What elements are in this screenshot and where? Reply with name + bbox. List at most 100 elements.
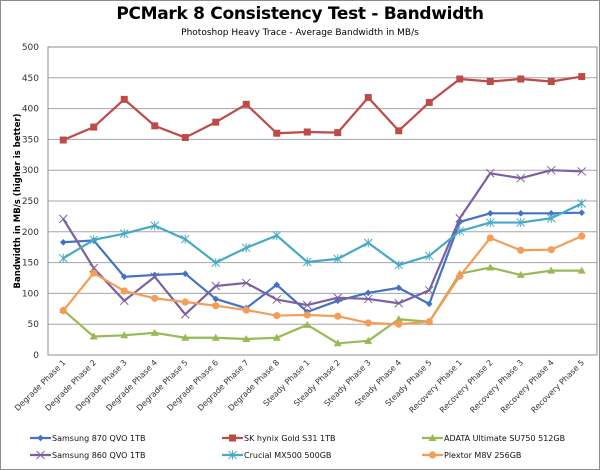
legend-item[interactable]: Samsung 860 QVO 1TB <box>30 450 145 460</box>
data-point <box>302 257 312 267</box>
data-point <box>150 221 160 231</box>
data-point <box>242 100 250 108</box>
y-tick-label: 400 <box>22 105 39 115</box>
data-point <box>120 287 128 295</box>
x-tick-label: Degrade Phase 5 <box>135 358 190 413</box>
y-tick-label: 250 <box>22 197 39 207</box>
data-point <box>333 293 343 303</box>
data-point <box>241 243 251 253</box>
data-point <box>577 167 587 176</box>
data-point <box>363 294 373 304</box>
y-axis-label: Bandwidth in MB/s (higher is better) <box>13 113 23 288</box>
legend-item[interactable]: SK hynix Gold S31 1TB <box>222 434 335 443</box>
legend-item[interactable]: Plextor M8V 256GB <box>422 451 521 460</box>
data-point <box>89 235 99 245</box>
data-point <box>424 285 434 295</box>
x-tick-label: Degrade Phase 4 <box>104 358 159 413</box>
data-point <box>242 334 251 342</box>
data-point <box>546 165 556 175</box>
legend: Samsung 870 QVO 1TB SK hynix Gold S31 1TB… <box>30 434 565 460</box>
data-point <box>394 298 404 308</box>
x-tick-label: Degrade Phase 2 <box>43 358 98 413</box>
data-point <box>181 270 189 277</box>
data-point <box>395 284 403 292</box>
x-tick-label: Recovery Phase 3 <box>468 358 525 415</box>
series-samsung-860-qvo-1tb <box>58 165 587 319</box>
legend-label: Crucial MX500 500GB <box>244 451 331 460</box>
data-point <box>577 198 587 208</box>
data-point <box>151 271 159 279</box>
x-tick-label: Degrade Phase 7 <box>196 358 251 413</box>
data-point <box>273 281 281 289</box>
data-point <box>181 298 189 306</box>
data-point <box>517 75 525 83</box>
gridlines <box>47 46 598 356</box>
data-point <box>120 273 128 281</box>
data-point <box>333 339 342 347</box>
data-point <box>89 332 98 340</box>
legend-marker-icon <box>428 451 437 459</box>
data-point <box>516 270 525 278</box>
data-point <box>578 209 586 217</box>
data-point <box>151 294 159 302</box>
legend-label: ADATA Ultimate SU750 512GB <box>444 434 565 443</box>
data-point <box>333 254 343 264</box>
data-point <box>211 333 220 341</box>
legend-item[interactable]: ADATA Ultimate SU750 512GB <box>422 434 565 443</box>
data-point <box>180 234 190 244</box>
legend-marker-icon <box>37 434 44 442</box>
legend-label: Plextor M8V 256GB <box>444 451 521 460</box>
data-point <box>578 232 586 240</box>
x-tick-label: Degrade Phase 3 <box>74 358 129 413</box>
y-tick-label: 450 <box>22 74 39 84</box>
data-point <box>302 300 312 310</box>
data-point <box>272 230 282 240</box>
y-tick-label: 200 <box>22 228 39 238</box>
data-point <box>395 320 403 328</box>
data-point <box>547 246 555 254</box>
x-tick-label: Recovery Phase 5 <box>529 358 586 415</box>
x-tick-label: Degrade Phase 6 <box>165 358 220 413</box>
data-point <box>151 122 159 130</box>
series-group <box>58 73 587 347</box>
data-point <box>363 238 373 248</box>
data-point <box>90 123 98 131</box>
series-plextor-m8v-256gb <box>59 232 586 328</box>
data-point <box>578 73 586 81</box>
data-point <box>517 246 525 254</box>
y-tick-label: 150 <box>22 259 39 269</box>
data-point <box>334 129 342 137</box>
data-point <box>272 295 282 304</box>
legend-item[interactable]: Crucial MX500 500GB <box>222 450 331 461</box>
y-tick-label: 50 <box>28 320 40 330</box>
data-point <box>180 309 190 319</box>
data-point <box>424 251 434 261</box>
data-point <box>59 307 67 315</box>
y-tick-label: 350 <box>22 135 39 145</box>
data-point <box>119 296 129 306</box>
data-point <box>303 311 311 319</box>
series-sk-hynix-gold-s31-1tb <box>59 73 586 144</box>
data-point <box>364 94 372 102</box>
x-tick-label: Recovery Phase 4 <box>499 358 556 415</box>
y-tick-label: 500 <box>22 43 39 53</box>
data-point <box>334 312 342 320</box>
chart-subtitle: Photoshop Heavy Trace - Average Bandwidt… <box>181 28 419 38</box>
series-line <box>62 169 582 316</box>
y-tick-label: 0 <box>33 351 39 361</box>
data-point <box>516 173 526 183</box>
data-point <box>425 300 433 308</box>
data-point <box>58 253 68 263</box>
legend-item[interactable]: Samsung 870 QVO 1TB <box>30 434 145 443</box>
data-point <box>455 226 465 236</box>
data-point <box>455 213 465 223</box>
plot-area <box>47 46 598 356</box>
x-tick-label: Degrade Phase 8 <box>226 358 281 413</box>
data-point <box>364 336 373 344</box>
data-point <box>90 269 98 277</box>
data-point <box>212 118 220 126</box>
data-point <box>303 128 311 136</box>
data-point <box>394 315 403 323</box>
data-point <box>547 77 555 85</box>
